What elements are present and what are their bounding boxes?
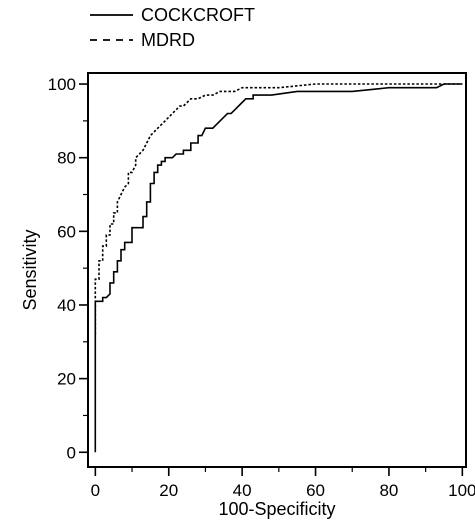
- legend-label-mdrd: MDRD: [141, 30, 195, 50]
- x-tick-label-20: 20: [159, 481, 178, 500]
- y-tick-label-0: 0: [67, 443, 76, 462]
- y-tick-label-40: 40: [57, 296, 76, 315]
- x-axis-ticks: 0 20 40 60 80 100: [91, 467, 475, 500]
- series-layer: [94, 83, 463, 453]
- x-tick-label-0: 0: [91, 481, 100, 500]
- y-axis-ticks: 0 20 40 60 80 100: [48, 75, 88, 462]
- x-tick-label-60: 60: [306, 481, 325, 500]
- y-tick-label-100: 100: [48, 75, 76, 94]
- series-line-cockcroft: [94, 83, 463, 453]
- y-tick-label-20: 20: [57, 370, 76, 389]
- x-tick-label-40: 40: [233, 481, 252, 500]
- plot-frame: [87, 72, 467, 468]
- y-tick-label-60: 60: [57, 222, 76, 241]
- x-tick-label-100: 100: [448, 481, 475, 500]
- legend-label-cockcroft: COCKCROFT: [141, 5, 255, 25]
- legend: COCKCROFT MDRD: [90, 5, 255, 50]
- series-line-mdrd: [94, 83, 463, 335]
- y-axis-label: Sensitivity: [20, 229, 40, 310]
- x-axis-label: 100-Specificity: [218, 499, 335, 519]
- y-tick-label-80: 80: [57, 149, 76, 168]
- x-tick-label-80: 80: [379, 481, 398, 500]
